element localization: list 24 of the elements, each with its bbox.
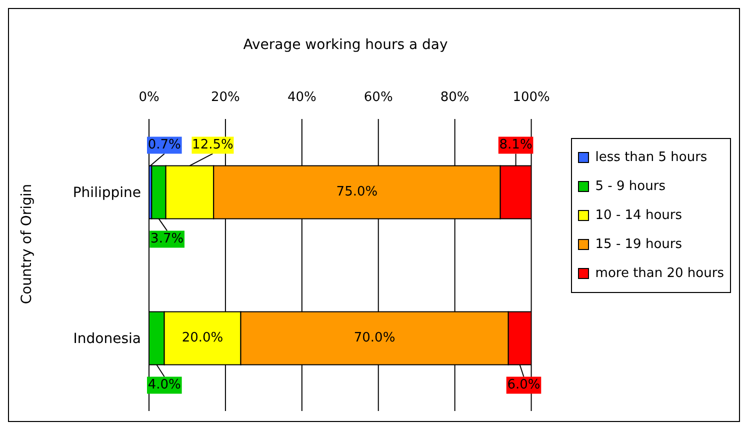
legend-label: 10 - 14 hours — [595, 208, 682, 222]
x-axis-title: Average working hours a day — [242, 37, 449, 53]
data-label: 0.7% — [148, 138, 181, 153]
data-label: 3.7% — [150, 232, 184, 247]
legend-label: 15 - 19 hours — [595, 236, 682, 252]
data-label: 12.5% — [192, 138, 234, 153]
x-tick-label: 60% — [364, 90, 393, 105]
y-tick-label: Indonesia — [73, 330, 141, 347]
data-label: 6.0% — [507, 378, 540, 393]
y-tick-label: Philippine — [72, 184, 141, 201]
x-tick-label: 40% — [287, 90, 316, 105]
x-tick-label: 100% — [512, 90, 550, 105]
data-label: 8.1% — [499, 138, 532, 153]
legend-label: less than 5 hours — [595, 150, 708, 164]
data-label: 75.0% — [336, 184, 378, 200]
data-label: 20.0% — [182, 330, 224, 346]
x-tick-label: 20% — [211, 90, 240, 105]
data-label: 70.0% — [354, 330, 396, 346]
y-axis-title: Country of Origin — [19, 184, 36, 304]
legend-label: 5 - 9 hours — [595, 178, 666, 194]
data-label: 4.0% — [148, 378, 181, 393]
legend-label: more than 20 hours — [595, 266, 724, 280]
x-tick-label: 80% — [440, 90, 470, 105]
x-tick-label: 0% — [138, 90, 160, 105]
